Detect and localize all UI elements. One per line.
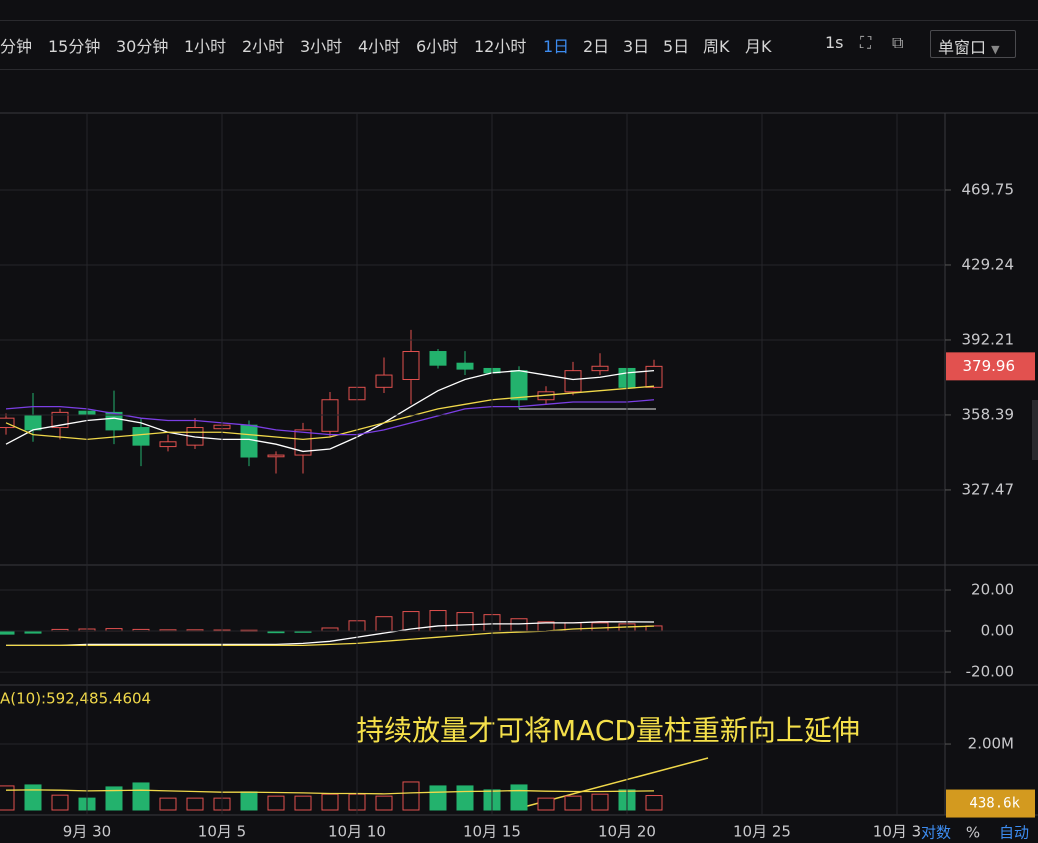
candle-body — [294, 429, 312, 456]
macd-bar — [510, 618, 528, 632]
volume-bar — [429, 785, 447, 811]
candle-body — [24, 415, 42, 431]
indicator-line — [5, 369, 655, 453]
interval-button[interactable]: 周K — [703, 37, 730, 56]
y-tick-label: 392.21 — [962, 330, 1015, 348]
volume-bar — [51, 794, 69, 811]
y-tick-label: 2.00M — [968, 735, 1014, 753]
volume-bar — [537, 797, 555, 811]
candle-body — [240, 424, 258, 458]
x-tick-label: 10月 10 — [328, 823, 386, 841]
indicator-line — [6, 621, 655, 647]
interval-button[interactable]: 6小时 — [416, 37, 459, 56]
volume-bar — [402, 781, 420, 811]
x-tick-label: 10月 15 — [463, 823, 521, 841]
scale-option[interactable]: % — [966, 824, 980, 842]
candle-body — [645, 365, 663, 388]
volume-ma-label: A(10):592,485.4604 — [0, 690, 151, 708]
scale-option[interactable]: 自动 — [999, 824, 1029, 842]
y-tick-label: 327.47 — [962, 480, 1015, 498]
candle-body — [159, 441, 177, 448]
candle-body — [510, 370, 528, 401]
candle-body — [375, 374, 393, 388]
volume-bar — [456, 785, 474, 811]
volume-bar — [132, 782, 150, 811]
last-volume-box — [946, 789, 1035, 818]
candle-body — [429, 351, 447, 366]
realtime-button[interactable]: 1s — [825, 33, 844, 52]
window-dropdown[interactable]: 单窗口 ▼ — [930, 30, 1016, 58]
last-volume-label: 438.6k — [969, 796, 1020, 812]
side-handle[interactable] — [1032, 400, 1038, 460]
candle-body — [105, 411, 123, 431]
interval-button[interactable]: 3小时 — [300, 37, 343, 56]
y-tick-label: 429.24 — [962, 255, 1015, 273]
volume-bar — [321, 793, 339, 811]
window-label: 单窗口 — [938, 38, 987, 57]
interval-button[interactable]: 2日 — [583, 37, 610, 56]
indicator-line — [5, 385, 655, 441]
interval-button[interactable]: 12小时 — [474, 37, 527, 56]
macd-bar — [429, 610, 447, 632]
candle-body — [402, 351, 420, 380]
interval-button[interactable]: 15分钟 — [48, 37, 101, 56]
popout-icon[interactable]: ⧉ — [892, 33, 904, 52]
candle-body — [132, 427, 150, 446]
y-tick-label: 20.00 — [971, 581, 1014, 599]
y-tick-label: -20.00 — [966, 663, 1014, 681]
candle-body — [267, 454, 285, 458]
volume-bar — [564, 795, 582, 811]
interval-button[interactable]: 5日 — [663, 37, 690, 56]
annotation: 持续放量才可将MACD量柱重新向上延伸 — [356, 714, 860, 747]
volume-bar — [186, 797, 204, 811]
macd-bar — [456, 612, 474, 632]
x-tick-label: 10月 5 — [198, 823, 246, 841]
interval-button[interactable]: 4小时 — [358, 37, 401, 56]
volume-bar — [159, 797, 177, 811]
indicator-line — [5, 789, 655, 795]
toolbar: 分钟 15分钟 30分钟 1小时 2小时 3小时 4小时 6小时 12小时 1日 2日 3日 5日 周K 月… — [0, 20, 1038, 70]
interval-button[interactable]: 2小时 — [242, 37, 285, 56]
volume-bar — [591, 793, 609, 811]
interval-button[interactable]: 1日 — [543, 37, 570, 56]
dropdown-arrow: ▼ — [991, 43, 1000, 56]
candle-body — [591, 365, 609, 372]
volume-bar — [294, 795, 312, 811]
interval-button[interactable]: 3日 — [623, 37, 650, 56]
volume-bar — [510, 784, 528, 811]
interval-button[interactable]: 分钟 — [0, 37, 33, 56]
y-tick-label: 469.75 — [962, 180, 1015, 198]
last-price-label: 379.96 — [963, 357, 1016, 375]
x-tick-label: 10月 25 — [733, 823, 791, 841]
interval-button[interactable]: 月K — [745, 37, 772, 56]
scale-option[interactable]: 对数 — [921, 824, 951, 842]
candle-body — [456, 362, 474, 370]
volume-bar — [375, 795, 393, 811]
macd-bar — [591, 622, 609, 632]
y-tick-label: 358.39 — [962, 405, 1015, 423]
interval-button[interactable]: 30分钟 — [116, 37, 169, 56]
y-tick-label: 0.00 — [981, 622, 1014, 640]
x-tick-label: 9月 30 — [63, 823, 111, 841]
candle-body — [564, 370, 582, 393]
interval-button[interactable]: 1小时 — [184, 37, 227, 56]
volume-bar — [240, 791, 258, 811]
macd-bar — [375, 616, 393, 632]
volume-bar — [267, 795, 285, 811]
x-tick-label: 10月 3 — [873, 823, 921, 841]
volume-bar — [24, 784, 42, 811]
volume-bar — [105, 786, 123, 811]
candle-body — [51, 411, 69, 429]
fullscreen-icon[interactable]: ⛶ — [860, 33, 872, 52]
indicator-line — [5, 399, 655, 436]
x-tick-label: 10月 20 — [598, 823, 656, 841]
candle-body — [321, 399, 339, 432]
volume-bar — [0, 785, 15, 811]
volume-bar — [645, 795, 663, 811]
last-price-box — [946, 352, 1035, 381]
